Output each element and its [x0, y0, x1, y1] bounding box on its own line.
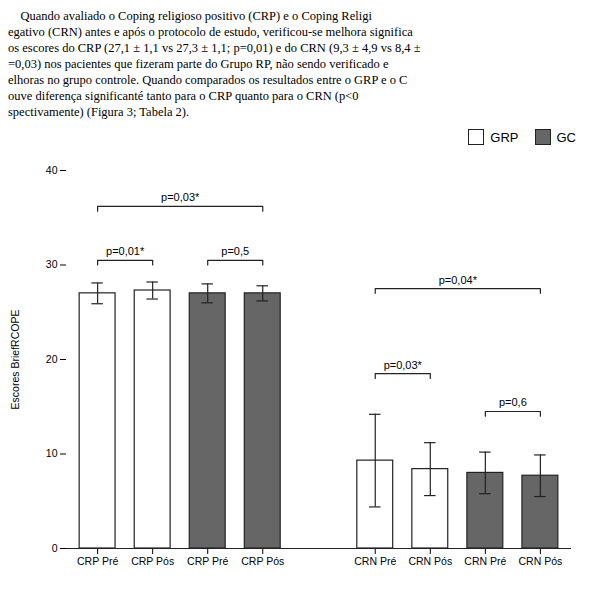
- svg-text:CRN Pós: CRN Pós: [519, 555, 563, 567]
- svg-text:40: 40: [46, 164, 58, 176]
- svg-text:Escores BriefRCOPE: Escores BriefRCOPE: [9, 310, 21, 410]
- svg-text:p=0,01*: p=0,01*: [106, 245, 145, 257]
- svg-text:CRP Pré: CRP Pré: [77, 555, 118, 567]
- html-text:Quando avaliado o Coping relig: Quando avaliado o Coping religioso posit…: [8, 9, 372, 23]
- svg-text:CRP Pré: CRP Pré: [187, 555, 228, 567]
- svg-text:p=0,5: p=0,5: [221, 245, 249, 257]
- svg-text:CRN Pré: CRN Pré: [354, 555, 396, 567]
- svg-text:0: 0: [52, 542, 58, 554]
- svg-text:p=0,04*: p=0,04*: [439, 274, 478, 286]
- html-text:GRP: GRP: [490, 129, 519, 145]
- svg-text:CRN Pré: CRN Pré: [464, 555, 506, 567]
- html-text:GC: GC: [556, 129, 576, 145]
- svg-text:CRP Pós: CRP Pós: [241, 555, 284, 567]
- html-text:spectivamente) (Figura 3; Tabe: spectivamente) (Figura 3; Tabela 2).: [8, 105, 190, 119]
- svg-text:CRN Pós: CRN Pós: [408, 555, 452, 567]
- html-text:=0,03) nos pacientes que fizer: =0,03) nos pacientes que fizeram parte d…: [8, 57, 389, 71]
- html-text:ouve diferença significanté ta: ouve diferença significanté tanto para o…: [8, 89, 359, 103]
- html-text:egativo (CRN) antes e após o p: egativo (CRN) antes e após o protocolo d…: [8, 25, 413, 39]
- html-text:elhoras no grupo controle. Qua: elhoras no grupo controle. Quando compar…: [8, 73, 408, 87]
- svg-text:20: 20: [46, 353, 58, 365]
- svg-text:p=0,6: p=0,6: [499, 396, 527, 408]
- svg-text:p=0,03*: p=0,03*: [384, 359, 423, 371]
- svg-text:30: 30: [46, 258, 58, 270]
- svg-text:10: 10: [46, 447, 58, 459]
- html-text:os escores do CRP (27,1 ± 1,1: os escores do CRP (27,1 ± 1,1 vs 27,3 ± …: [8, 41, 421, 55]
- svg-text:CRP Pós: CRP Pós: [131, 555, 174, 567]
- svg-text:p=0,03*: p=0,03*: [161, 191, 200, 203]
